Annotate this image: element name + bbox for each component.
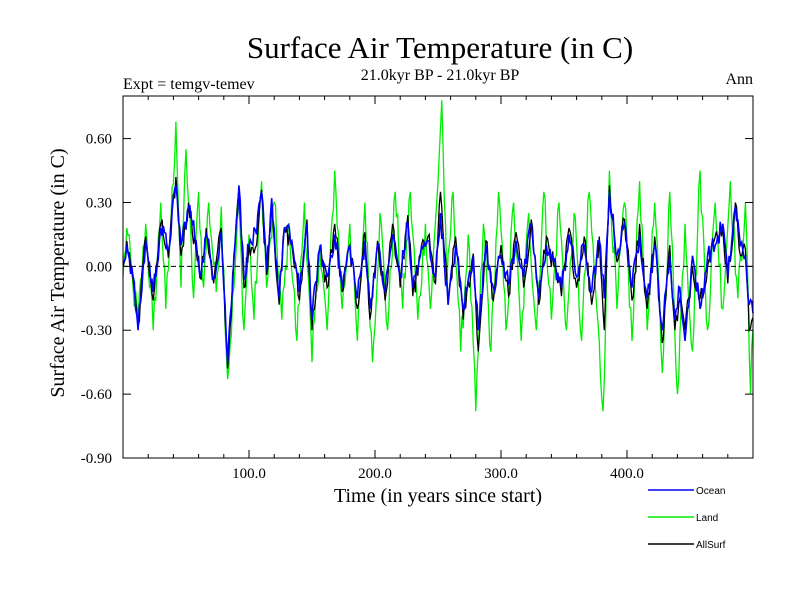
x-axis-label: Time (in years since start) [334,485,542,507]
chart-subtitle: 21.0kyr BP - 21.0kyr BP [361,67,520,84]
legend-item-ocean: Ocean [648,486,725,497]
legend-item-allsurf: AllSurf [648,540,726,551]
legend-item-land: Land [648,513,718,524]
legend-label: Land [696,513,718,524]
legend: Ocean Land AllSurf [648,486,726,551]
x-tick-label: 400.0 [610,466,644,482]
axis-ticks: -0.90 -0.60 -0.30 0.00 0.30 0.60 100.0 200.0 300… [81,96,753,482]
legend-label: AllSurf [696,540,726,551]
experiment-label: Expt = temgv-temev [123,76,255,93]
series-line-land [122,100,754,412]
y-tick-label: -0.90 [81,451,112,467]
y-tick-label: 0.30 [86,195,112,211]
x-tick-label: 200.0 [358,466,392,482]
legend-label: Ocean [696,486,725,497]
series-layer [122,100,754,412]
series-line-ocean [122,185,754,363]
y-axis-label: Surface Air Temperature (in C) [47,148,69,397]
series-line-allsurf [122,176,754,369]
chart-title: Surface Air Temperature (in C) [247,30,633,65]
season-label: Ann [725,71,753,88]
y-tick-label: 0.60 [86,132,112,148]
x-tick-label: 100.0 [232,466,266,482]
y-tick-label: -0.60 [81,387,112,403]
y-tick-label: -0.30 [81,323,112,339]
plot-frame [122,95,754,459]
x-tick-label: 300.0 [484,466,518,482]
y-tick-label: 0.00 [86,259,112,275]
